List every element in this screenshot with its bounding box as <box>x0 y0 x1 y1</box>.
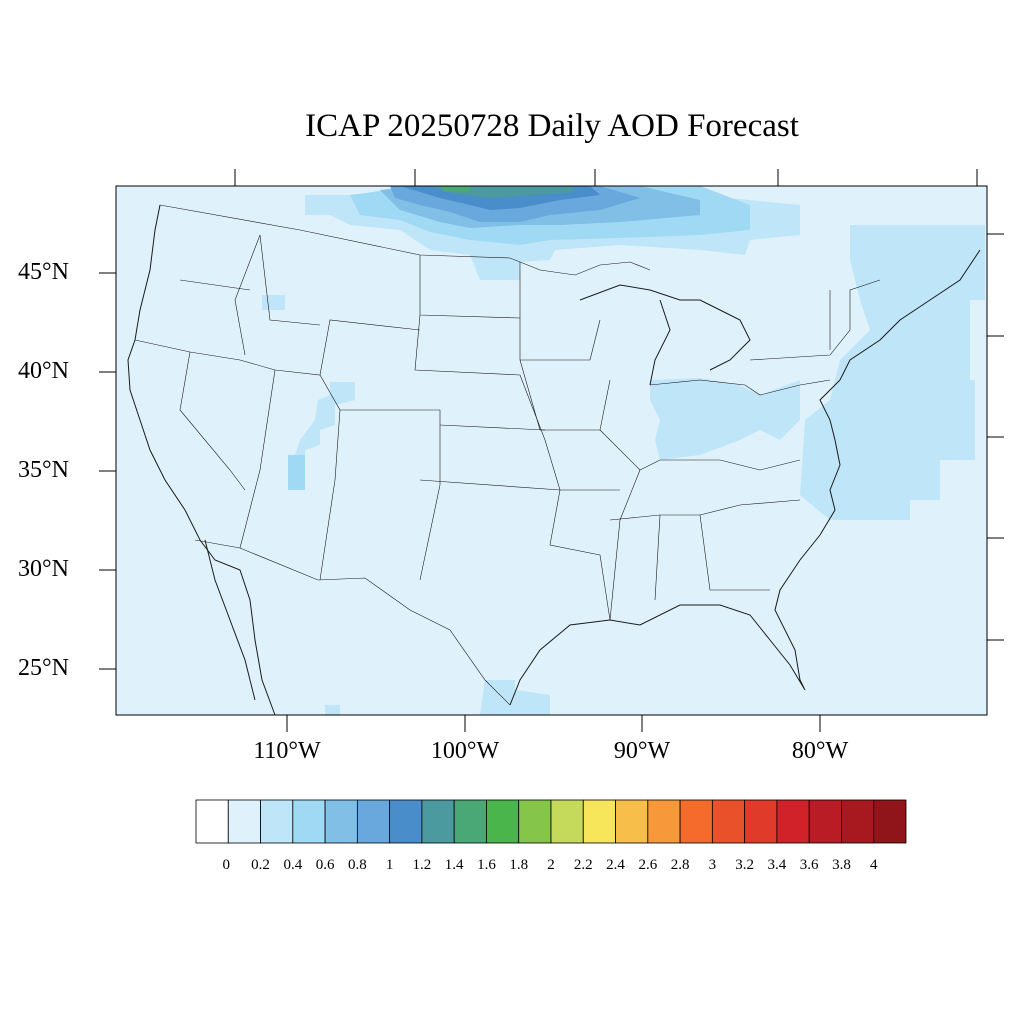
colorbar-swatch <box>195 799 229 844</box>
colorbar-swatch <box>324 799 358 844</box>
map-frame <box>115 185 988 716</box>
colorbar-tick-label: 3.2 <box>735 857 754 873</box>
colorbar-swatch <box>227 799 261 844</box>
colorbar-swatch <box>744 799 778 844</box>
colorbar-tick-label: 1.8 <box>509 857 529 873</box>
colorbar-swatch <box>776 799 810 844</box>
colorbar <box>195 799 907 844</box>
colorbar-tick-label: 4 <box>869 857 878 873</box>
colorbar-tick-label: 2 <box>547 857 555 873</box>
aod-region-ohio <box>650 378 800 460</box>
colorbar-tick-label: 0 <box>222 857 231 873</box>
colorbar-tick-label: 3.4 <box>767 857 787 873</box>
colorbar-swatch <box>582 799 616 844</box>
colorbar-swatch <box>873 799 907 844</box>
colorbar-swatch <box>518 799 552 844</box>
colorbar-swatch <box>453 799 487 844</box>
colorbar-tick-label: 0.4 <box>283 857 303 873</box>
colorbar-swatch <box>808 799 842 844</box>
aod-region-idaho <box>262 295 285 310</box>
aod-region-utah <box>295 382 355 470</box>
aod-region-green <box>440 186 470 192</box>
colorbar-tick-label: 2.8 <box>670 857 690 873</box>
lon-label-100w: 100°W <box>430 738 500 764</box>
colorbar-tick-label: 2.4 <box>606 857 625 873</box>
colorbar-swatch <box>421 799 455 844</box>
colorbar-tick-label: 2.2 <box>573 857 593 873</box>
colorbar-tick-label: 1.2 <box>412 857 432 873</box>
lon-label-110w: 110°W <box>253 738 321 764</box>
colorbar-swatch <box>679 799 713 844</box>
colorbar-swatch <box>615 799 649 844</box>
colorbar-tick-label: 1 <box>385 857 394 873</box>
colorbar-swatch <box>356 799 391 844</box>
colorbar-tick-label: 3.6 <box>799 857 819 873</box>
lat-label-25: 25°N <box>18 655 69 681</box>
lat-label-45: 45°N <box>18 259 69 285</box>
colorbar-swatch <box>711 799 746 844</box>
lon-label-90w: 90°W <box>613 738 671 764</box>
lon-label-80w: 80°W <box>791 738 849 764</box>
colorbar-swatch <box>292 799 326 844</box>
state-borders <box>127 204 981 716</box>
colorbar-swatch <box>389 799 423 844</box>
map-title: ICAP 20250728 Daily AOD Forecast <box>305 108 799 144</box>
lat-label-40: 40°N <box>18 358 69 384</box>
colorbar-tick-label: 1.6 <box>477 857 496 873</box>
colorbar-swatch <box>486 799 520 844</box>
aod-shading <box>262 186 985 715</box>
colorbar-tick-label: 2.6 <box>638 857 658 873</box>
colorbar-tick-label: 0.6 <box>315 857 335 873</box>
aod-region-atlantic <box>800 225 985 520</box>
lat-label-35: 35°N <box>18 457 69 483</box>
aod-region-arizona-dot <box>288 455 305 490</box>
colorbar-tick-label: 0.8 <box>347 857 367 873</box>
colorbar-swatch <box>260 799 294 844</box>
lat-label-30: 30°N <box>18 556 69 582</box>
colorbar-swatch <box>647 799 681 844</box>
aod-region-gulf <box>480 680 550 715</box>
axis-ticks <box>99 169 1004 732</box>
colorbar-swatch <box>841 799 875 844</box>
aod-region-baja <box>325 705 340 715</box>
colorbar-tick-label: 3.8 <box>832 857 851 873</box>
colorbar-tick-label: 0.2 <box>251 857 270 873</box>
colorbar-tick-label: 3 <box>708 857 717 873</box>
colorbar-tick-label: 1.4 <box>444 857 464 873</box>
colorbar-swatch <box>550 799 584 844</box>
